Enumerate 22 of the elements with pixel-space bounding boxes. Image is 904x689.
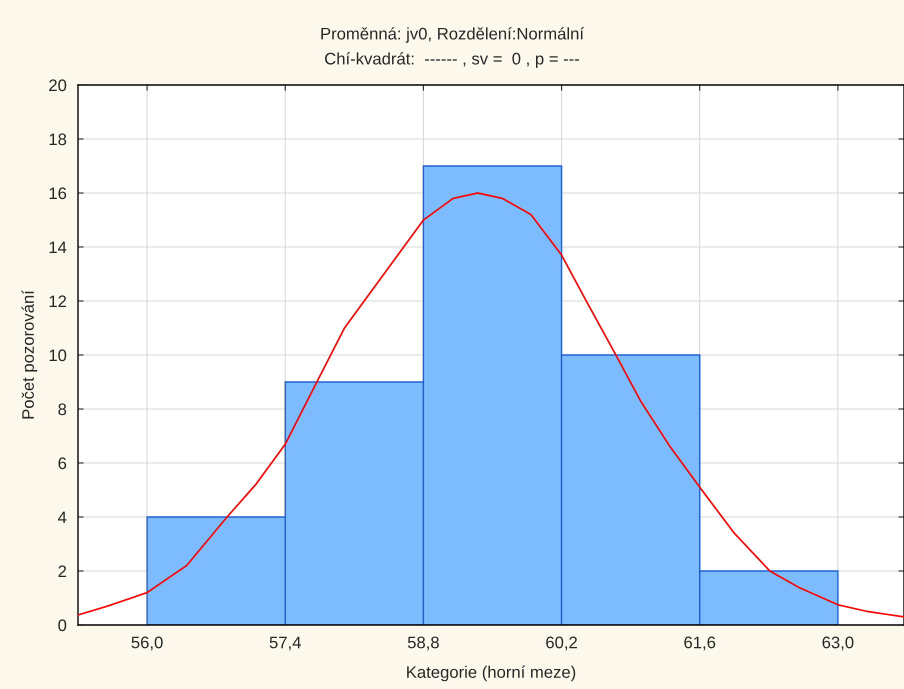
x-tick-label: 57,4: [270, 636, 301, 650]
x-axis-title: Kategorie (horní meze): [407, 666, 576, 682]
y-tick-label: 12: [50, 295, 66, 308]
y-axis-title: Počet pozorování: [22, 290, 38, 418]
chart-subtitle: Chí-kvadrát: ------ , sv = 0 , p = ---: [325, 52, 580, 68]
y-tick-label: 18: [50, 133, 66, 146]
line-series: [78, 192, 904, 618]
x-tick-label: 58,8: [408, 636, 439, 650]
y-tick-label: 16: [50, 187, 66, 200]
y-tick-label: 4: [58, 512, 66, 524]
y-tick-label: 14: [50, 242, 66, 254]
x-tick-label: 56,0: [132, 636, 163, 650]
y-tick-label: 2: [58, 565, 66, 578]
x-tick-label: 63,0: [822, 636, 854, 650]
x-tick-label: 60,2: [546, 636, 577, 650]
chart-title: Proměnná: jv0, Rozdělení:Normální: [321, 27, 584, 43]
y-tick-label: 0: [58, 619, 66, 632]
y-tick-label: 10: [50, 349, 66, 362]
y-tick-label: 8: [58, 403, 66, 416]
y-tick-label: 6: [58, 457, 66, 470]
x-tick-label: 61,6: [684, 636, 716, 650]
y-tick-label: 20: [49, 79, 66, 92]
